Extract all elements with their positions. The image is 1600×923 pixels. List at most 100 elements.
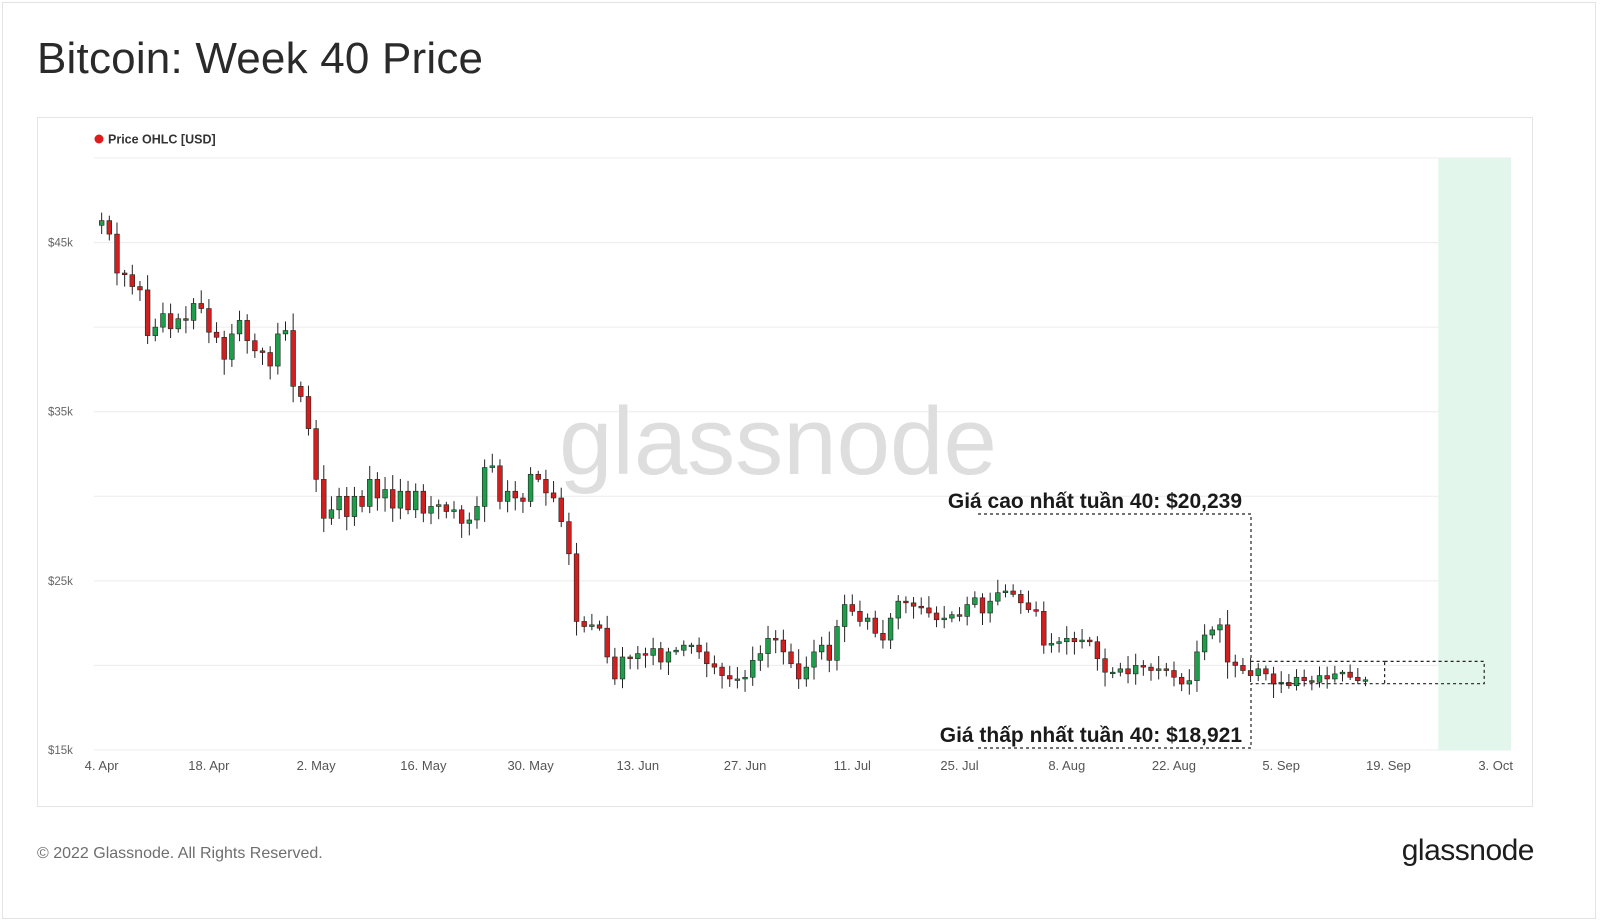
low-leader-line	[978, 683, 1385, 749]
high-annotation-label: Giá cao nhất tuần 40: $20,239	[948, 490, 1242, 513]
candle-body	[1240, 665, 1246, 671]
candle-body	[1102, 658, 1108, 673]
candle-body	[167, 313, 174, 330]
candle-body	[765, 638, 771, 654]
candle-body	[956, 614, 963, 617]
candle-body	[1048, 643, 1055, 646]
candle	[313, 419, 319, 493]
candle	[428, 496, 434, 525]
candle	[98, 212, 105, 235]
candle-body	[1110, 671, 1116, 674]
candle-body	[451, 509, 457, 512]
candle	[458, 505, 465, 538]
candle-body	[964, 604, 970, 617]
x-tick-label: 19. Sep	[1366, 758, 1411, 773]
x-tick-label: 25. Jul	[940, 758, 978, 773]
candle	[872, 610, 878, 638]
candle	[1217, 618, 1223, 643]
price-chart: glassnode Giá cao nhất tuần 40: $20,239 …	[48, 133, 1513, 774]
candle	[1355, 668, 1361, 685]
candle	[665, 647, 672, 675]
candle-body	[1064, 638, 1070, 643]
candle-body	[719, 666, 725, 676]
candle	[696, 637, 702, 659]
candle	[550, 480, 557, 503]
candle-body	[596, 624, 603, 629]
candle	[1339, 669, 1346, 682]
candle-body	[949, 614, 955, 619]
candle	[780, 629, 787, 665]
candle	[987, 592, 993, 623]
candle-body	[497, 465, 503, 502]
candle	[466, 512, 472, 536]
candle	[1286, 673, 1292, 689]
candle-body	[1010, 590, 1016, 595]
candle-body	[910, 602, 917, 607]
candle-body	[520, 497, 526, 502]
candle	[543, 469, 549, 506]
candle-body	[658, 648, 664, 663]
candle-body	[1148, 666, 1154, 671]
candle	[1309, 675, 1315, 691]
glassnode-logo[interactable]: glassnode	[1401, 834, 1535, 867]
candle	[727, 665, 733, 687]
candle-body	[673, 649, 679, 653]
candle	[1025, 590, 1032, 613]
candle	[144, 275, 151, 344]
x-tick-label: 18. Apr	[188, 758, 230, 773]
candle	[1224, 610, 1231, 679]
candle	[1102, 648, 1108, 687]
candle-body	[236, 320, 243, 335]
candle	[711, 655, 718, 675]
legend[interactable]: Price OHLC [USD]	[94, 133, 216, 147]
candle	[619, 647, 626, 689]
candle	[152, 318, 158, 342]
high-leader-line	[978, 513, 1385, 662]
candle	[1171, 661, 1177, 687]
candle	[773, 630, 779, 654]
candle-body	[160, 313, 166, 328]
candle	[1194, 640, 1200, 692]
candle-body	[795, 663, 802, 680]
candle-body	[1332, 673, 1338, 680]
candle-body	[1186, 680, 1192, 685]
candle	[1155, 656, 1162, 680]
candle	[267, 346, 273, 380]
candle	[1071, 631, 1078, 655]
candle	[137, 280, 143, 301]
candle	[351, 486, 358, 526]
candle	[1010, 584, 1016, 598]
candle	[474, 496, 480, 529]
candle-body	[734, 678, 741, 681]
candle	[658, 641, 664, 670]
candle-body	[1178, 676, 1185, 685]
candle	[413, 483, 419, 519]
candle	[604, 615, 610, 664]
candle-body	[704, 651, 710, 665]
candle-body	[98, 220, 105, 226]
candle	[443, 501, 450, 519]
candle	[612, 647, 618, 685]
candle-body	[864, 617, 871, 622]
candle-body	[1255, 668, 1261, 676]
x-tick-label: 16. May	[400, 758, 447, 773]
candle	[673, 647, 679, 655]
candle-body	[941, 617, 947, 621]
candle	[305, 385, 312, 436]
candle-body	[558, 497, 564, 522]
candle-body	[727, 675, 733, 680]
candle-body	[750, 660, 756, 678]
candle-body	[121, 272, 128, 276]
candle	[344, 486, 350, 531]
low-annotation-label: Giá thấp nhất tuần 40: $18,921	[940, 724, 1243, 747]
candle-body	[1232, 661, 1238, 666]
candle-body	[818, 644, 825, 653]
candle	[757, 645, 764, 671]
candle-body	[351, 495, 358, 517]
candle-body	[298, 386, 304, 397]
candle-body	[1355, 676, 1361, 681]
candle-body	[566, 521, 572, 555]
candle	[1018, 589, 1024, 614]
candle	[1087, 636, 1093, 647]
